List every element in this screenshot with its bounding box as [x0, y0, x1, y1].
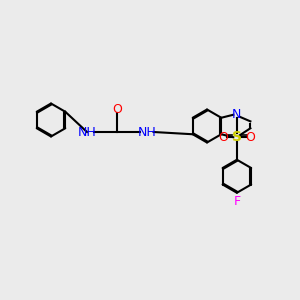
Text: NH: NH [78, 125, 96, 139]
Text: NH: NH [138, 125, 156, 139]
Text: O: O [218, 131, 228, 144]
Text: N: N [232, 108, 242, 121]
Text: O: O [112, 103, 122, 116]
Text: F: F [233, 195, 241, 208]
Text: O: O [245, 131, 255, 144]
Text: S: S [232, 130, 242, 144]
